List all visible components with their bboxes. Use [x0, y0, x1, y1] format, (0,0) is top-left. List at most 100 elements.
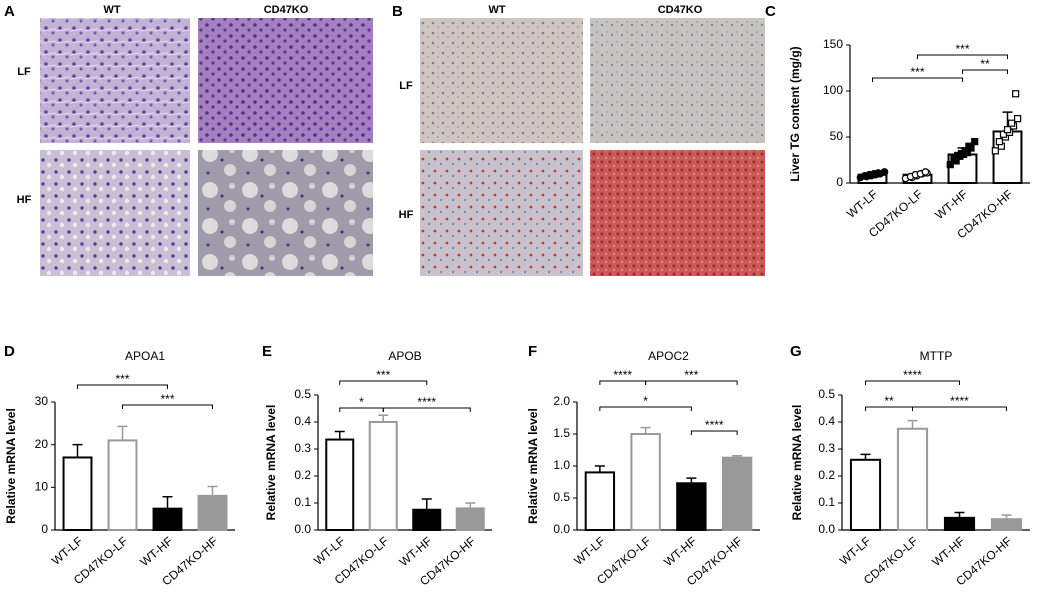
data-point [1014, 114, 1022, 123]
y-tick-label: 0.5 [294, 387, 311, 401]
significance-bracket [912, 406, 1007, 411]
column-header: CD47KO [658, 4, 703, 16]
significance-bracket [339, 380, 428, 385]
x-tick-label: WT-LF [49, 534, 86, 568]
row-label: HF [17, 194, 32, 206]
data-point [995, 138, 1004, 146]
panel-letter: E [262, 343, 272, 360]
panel-letter: B [392, 3, 403, 20]
panel-letter: C [765, 3, 776, 20]
x-tick-label: WT-HF [397, 534, 435, 569]
data-point [1007, 119, 1016, 127]
error-bar [334, 430, 345, 440]
error-bar [162, 495, 173, 509]
significance-label: **** [903, 368, 922, 382]
panel-letter: F [528, 343, 537, 360]
chart-title: APOA1 [125, 349, 165, 363]
bar [849, 458, 882, 531]
histology-image [198, 150, 373, 276]
y-tick-label: 1.0 [553, 458, 570, 472]
error-bar [72, 443, 83, 458]
data-point [991, 147, 999, 155]
error-bar [686, 477, 697, 484]
y-tick-label: 20 [35, 437, 49, 451]
panel-letter: A [4, 3, 15, 20]
error-bar [117, 425, 128, 441]
y-tick-label: 0.1 [818, 495, 835, 509]
y-tick-label: 0 [41, 522, 48, 536]
significance-label: * [643, 394, 648, 408]
y-tick-label: 0.2 [294, 468, 311, 482]
error-bar [954, 511, 965, 518]
significance-label: *** [955, 42, 969, 56]
significance-bracket [917, 54, 1008, 59]
y-tick-label: 0.2 [818, 468, 835, 482]
y-tick-label: 100 [823, 83, 843, 97]
error-bar [465, 502, 476, 509]
error-bar [207, 485, 218, 496]
y-tick-label: 0.1 [294, 495, 311, 509]
error-bar [594, 465, 605, 473]
bar [152, 507, 183, 531]
x-tick-label: WT-LF [837, 534, 874, 568]
column-header: WT [488, 4, 505, 16]
data-point [880, 168, 889, 176]
y-axis-label: Liver TG content (mg/g) [788, 46, 802, 181]
x-tick-label: WT-HF [661, 534, 699, 569]
error-bar [1001, 514, 1012, 520]
bar [412, 508, 442, 531]
data-point [971, 138, 979, 146]
row-label: LF [17, 66, 31, 78]
x-tick-label: WT-LF [311, 534, 348, 568]
bar [676, 482, 707, 531]
data-point [965, 142, 973, 150]
significance-bracket [122, 404, 213, 409]
y-tick-label: 0.0 [553, 522, 570, 536]
y-tick-label: 0 [836, 175, 843, 189]
histology-image [420, 18, 583, 143]
bar [990, 518, 1023, 532]
significance-label: **** [417, 395, 436, 409]
significance-label: **** [705, 418, 724, 432]
y-tick-label: 10 [35, 480, 49, 494]
y-tick-label: 0.4 [818, 414, 835, 428]
chart-title: APOB [388, 349, 421, 363]
column-header: CD47KO [264, 4, 309, 16]
x-tick-label: WT-LF [844, 187, 881, 221]
data-point [921, 168, 930, 176]
y-tick-label: 0.3 [294, 441, 311, 455]
y-tick-label: 0.3 [818, 441, 835, 455]
significance-label: *** [376, 368, 390, 382]
significance-bracket [599, 406, 692, 411]
histology-image [40, 18, 190, 143]
histology-image [198, 18, 373, 143]
bar [721, 456, 753, 531]
significance-bracket [77, 384, 168, 389]
y-tick-label: 50 [830, 129, 844, 143]
bar [630, 433, 661, 531]
panel-letter: G [790, 343, 802, 360]
bar [197, 494, 228, 532]
y-axis-label: Relative mRNA level [526, 408, 540, 524]
y-tick-label: 0.0 [294, 522, 311, 536]
column-header: WT [103, 4, 120, 16]
x-tick-label: WT-HF [137, 534, 175, 569]
y-tick-label: 0.0 [818, 522, 835, 536]
y-tick-label: 2.0 [553, 394, 570, 408]
significance-bracket [872, 77, 963, 82]
bar [62, 456, 93, 532]
significance-label: *** [160, 392, 174, 406]
bar [455, 507, 485, 531]
y-axis-label: Relative mRNA level [790, 405, 804, 521]
error-bar [378, 414, 389, 422]
significance-bracket [645, 380, 738, 385]
row-label: HF [399, 209, 414, 221]
row-label: LF [399, 80, 413, 92]
y-tick-label: 0.5 [553, 490, 570, 504]
y-tick-label: 0.4 [294, 414, 311, 428]
y-tick-label: 0.5 [818, 387, 835, 401]
error-bar [907, 419, 918, 429]
x-tick-label: WT-LF [571, 534, 608, 568]
x-tick-label: WT-HF [929, 534, 967, 569]
chart-title: APOC2 [648, 349, 689, 363]
